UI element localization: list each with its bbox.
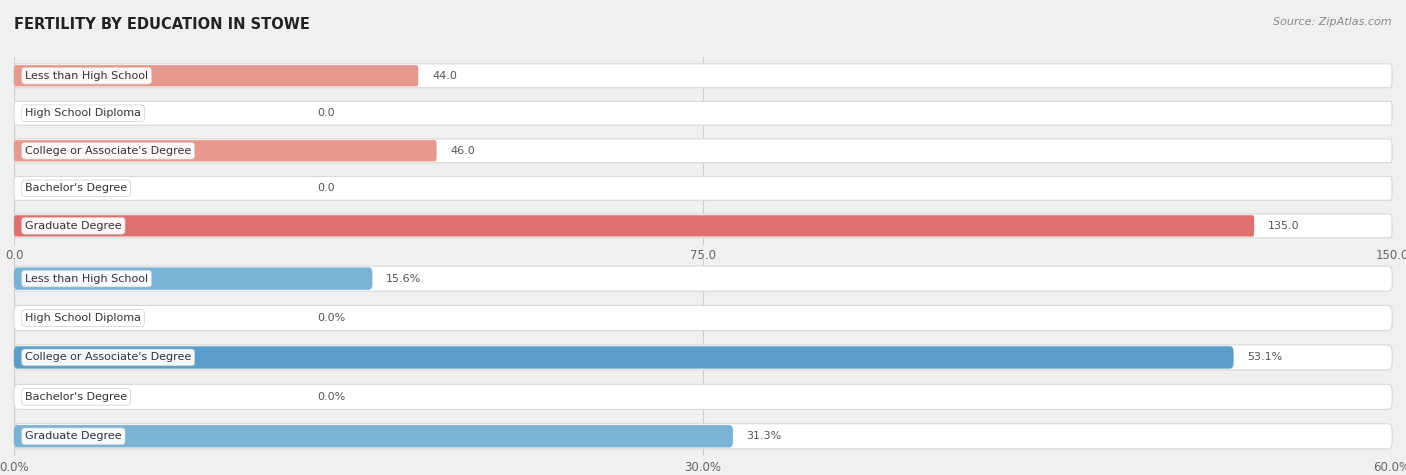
Text: College or Associate's Degree: College or Associate's Degree <box>25 352 191 362</box>
FancyBboxPatch shape <box>14 267 373 290</box>
FancyBboxPatch shape <box>14 140 437 162</box>
Text: 0.0: 0.0 <box>318 183 335 193</box>
FancyBboxPatch shape <box>14 424 1392 449</box>
Text: Graduate Degree: Graduate Degree <box>25 431 122 441</box>
Text: 31.3%: 31.3% <box>747 431 782 441</box>
Text: 0.0%: 0.0% <box>318 313 346 323</box>
FancyBboxPatch shape <box>14 214 1392 238</box>
Text: 0.0%: 0.0% <box>318 392 346 402</box>
FancyBboxPatch shape <box>14 384 1392 409</box>
Text: 0.0: 0.0 <box>318 108 335 118</box>
FancyBboxPatch shape <box>14 425 733 447</box>
FancyBboxPatch shape <box>14 65 418 86</box>
Text: Bachelor's Degree: Bachelor's Degree <box>25 183 127 193</box>
FancyBboxPatch shape <box>14 176 1392 200</box>
FancyBboxPatch shape <box>14 305 1392 331</box>
FancyBboxPatch shape <box>14 215 1254 237</box>
Text: 46.0: 46.0 <box>450 146 475 156</box>
Text: 135.0: 135.0 <box>1268 221 1299 231</box>
Text: Graduate Degree: Graduate Degree <box>25 221 122 231</box>
Text: Bachelor's Degree: Bachelor's Degree <box>25 392 127 402</box>
FancyBboxPatch shape <box>14 64 1392 88</box>
FancyBboxPatch shape <box>14 346 1233 369</box>
FancyBboxPatch shape <box>14 101 1392 125</box>
Text: Source: ZipAtlas.com: Source: ZipAtlas.com <box>1274 17 1392 27</box>
Text: Less than High School: Less than High School <box>25 274 148 284</box>
Text: Less than High School: Less than High School <box>25 71 148 81</box>
Text: High School Diploma: High School Diploma <box>25 313 141 323</box>
FancyBboxPatch shape <box>14 345 1392 370</box>
Text: High School Diploma: High School Diploma <box>25 108 141 118</box>
FancyBboxPatch shape <box>14 266 1392 291</box>
Text: 53.1%: 53.1% <box>1247 352 1282 362</box>
Text: FERTILITY BY EDUCATION IN STOWE: FERTILITY BY EDUCATION IN STOWE <box>14 17 309 32</box>
Text: College or Associate's Degree: College or Associate's Degree <box>25 146 191 156</box>
FancyBboxPatch shape <box>14 139 1392 163</box>
Text: 44.0: 44.0 <box>432 71 457 81</box>
Text: 15.6%: 15.6% <box>387 274 422 284</box>
